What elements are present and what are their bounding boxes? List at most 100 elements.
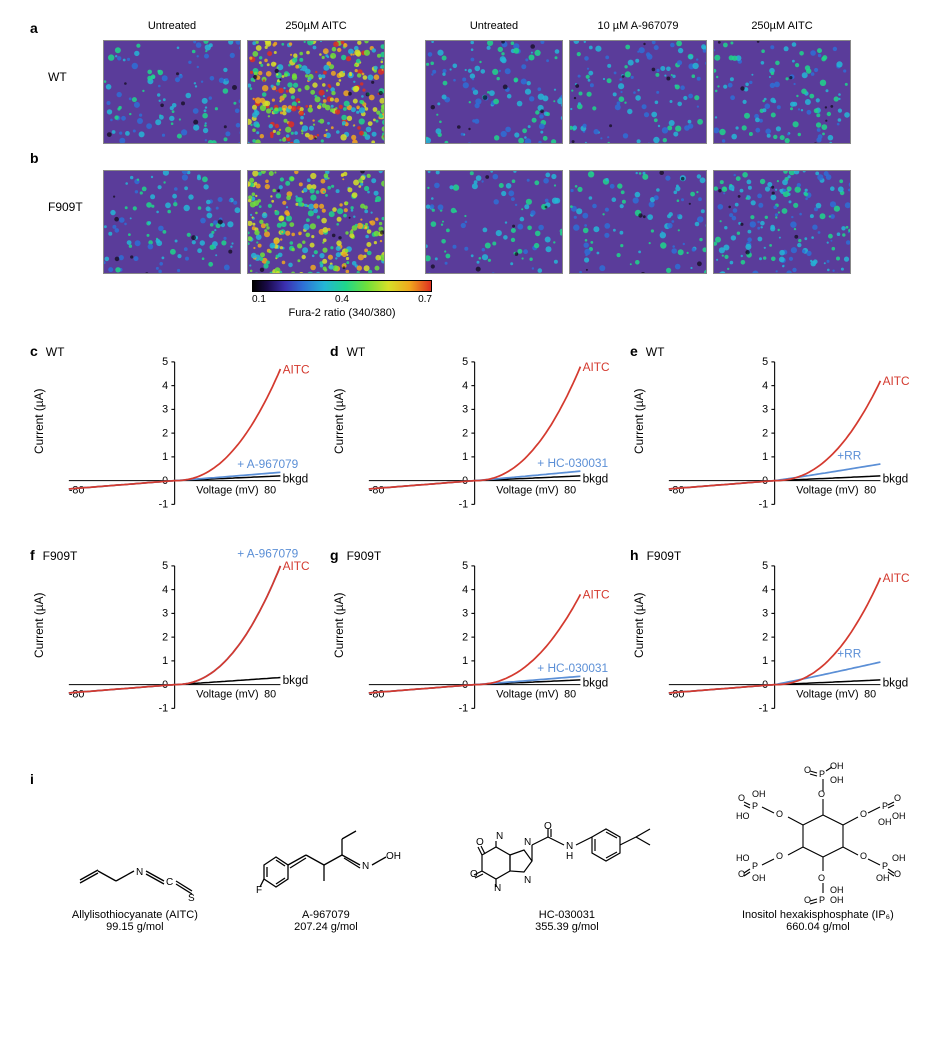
- svg-text:S: S: [188, 893, 195, 904]
- iv-plot-h: -1012345 -80 80 Voltage (mV) Current (µA…: [630, 565, 902, 733]
- structure-ip6: O P O OH OH O P O OH OH O P O OH OH: [718, 755, 918, 905]
- chem-mw-ip6: 660.04 g/mol: [786, 921, 850, 933]
- iv-panel-e: e WT -1012345 -80 80 Voltage (mV) Curren…: [630, 343, 902, 529]
- svg-text:4: 4: [462, 584, 468, 596]
- heatmap-b-4: [569, 170, 707, 274]
- panel-letter-f: f: [30, 547, 35, 563]
- svg-text:Voltage (mV): Voltage (mV): [796, 689, 858, 701]
- chem-hc030031: O N O N N N O N H: [452, 795, 682, 933]
- iv-plot-f: -1012345 -80 80 Voltage (mV) Current (µA…: [30, 565, 302, 733]
- svg-text:1: 1: [462, 451, 468, 463]
- svg-text:-80: -80: [69, 485, 85, 497]
- svg-text:1: 1: [762, 451, 768, 463]
- row-label-f909t: F909T: [48, 150, 103, 214]
- imaging-row-b: b F909T: [30, 150, 914, 274]
- svg-text:3: 3: [162, 404, 168, 416]
- svg-text:Voltage (mV): Voltage (mV): [196, 485, 258, 497]
- svg-text:AITC: AITC: [283, 362, 310, 376]
- chem-name-aitc: Allylisothiocyanate (AITC): [72, 909, 198, 921]
- figure: a WT Untreated 250µM AITC Untreated 1: [30, 20, 914, 933]
- svg-text:OH: OH: [830, 895, 844, 905]
- iv-plot-d: -1012345 -80 80 Voltage (mV) Current (µA…: [330, 361, 602, 529]
- svg-text:3: 3: [462, 608, 468, 620]
- svg-text:Current (µA): Current (µA): [332, 388, 346, 454]
- svg-text:4: 4: [162, 584, 168, 596]
- svg-text:-1: -1: [159, 703, 169, 715]
- colorbar-ticks: 0.1 0.4 0.7: [252, 294, 432, 305]
- svg-text:O: O: [776, 809, 783, 819]
- heatmap-a-5: [713, 40, 851, 144]
- image-group-b-left: [103, 150, 385, 274]
- svg-text:O: O: [776, 851, 783, 861]
- svg-text:2: 2: [162, 427, 168, 439]
- svg-text:bkgd: bkgd: [583, 675, 609, 689]
- svg-text:-80: -80: [669, 689, 685, 701]
- colorbar-label: Fura-2 ratio (340/380): [289, 307, 396, 319]
- svg-text:AITC: AITC: [883, 571, 910, 585]
- colorbar-max: 0.7: [418, 294, 432, 305]
- panel-letter-e: e: [630, 343, 638, 359]
- svg-text:-1: -1: [759, 703, 769, 715]
- svg-text:Current (µA): Current (µA): [632, 388, 646, 454]
- svg-text:1: 1: [762, 655, 768, 667]
- svg-text:3: 3: [762, 608, 768, 620]
- iv-row-2: f F909T -1012345 -80 80 Voltage (mV) Cur…: [30, 547, 914, 733]
- svg-text:-1: -1: [759, 499, 769, 511]
- iv-panel-f: f F909T -1012345 -80 80 Voltage (mV) Cur…: [30, 547, 302, 733]
- svg-text:Current (µA): Current (µA): [32, 592, 46, 658]
- svg-text:OH: OH: [876, 873, 890, 883]
- header-untreated-2: Untreated: [470, 20, 518, 38]
- iv-plot-g: -1012345 -80 80 Voltage (mV) Current (µA…: [330, 565, 602, 733]
- svg-text:O: O: [476, 837, 484, 848]
- svg-text:HO: HO: [736, 811, 750, 821]
- svg-text:AITC: AITC: [283, 559, 310, 573]
- heatmap-a-4: [569, 40, 707, 144]
- svg-text:AITC: AITC: [583, 588, 610, 602]
- chem-ip6: O P O OH OH O P O OH OH O P O OH OH: [718, 755, 918, 933]
- colorbar-mid: 0.4: [335, 294, 349, 305]
- svg-text:O: O: [738, 869, 745, 879]
- panel-letter-c: c: [30, 343, 38, 359]
- heatmap-a-1: [103, 40, 241, 144]
- svg-text:+ HC-030031: + HC-030031: [537, 661, 608, 675]
- svg-text:N: N: [136, 867, 143, 878]
- panel-letter-g: g: [330, 547, 339, 563]
- imaging-row-a: a WT Untreated 250µM AITC Untreated 1: [30, 20, 914, 144]
- iv-panel-h: h F909T -1012345 -80 80 Voltage (mV) Cur…: [630, 547, 902, 733]
- iv-title-d: WT: [347, 345, 366, 359]
- heatmap-b-5: [713, 170, 851, 274]
- svg-text:-80: -80: [369, 485, 385, 497]
- chem-mw-aitc: 99.15 g/mol: [106, 921, 163, 933]
- svg-text:HO: HO: [736, 853, 750, 863]
- svg-text:5: 5: [762, 560, 768, 572]
- svg-text:N: N: [524, 837, 531, 848]
- svg-text:-80: -80: [669, 485, 685, 497]
- iv-title-f: F909T: [43, 549, 78, 563]
- svg-text:4: 4: [762, 380, 768, 392]
- svg-text:AITC: AITC: [883, 374, 910, 388]
- header-untreated: Untreated: [148, 20, 196, 38]
- iv-title-e: WT: [646, 345, 665, 359]
- svg-text:N: N: [496, 831, 503, 842]
- structure-a967079: F N OH: [236, 815, 416, 905]
- svg-text:80: 80: [864, 485, 876, 497]
- svg-text:C: C: [166, 877, 173, 888]
- svg-text:80: 80: [264, 485, 276, 497]
- iv-row-1: c WT -1012345 -80 80 Voltage (mV) Curren…: [30, 343, 914, 529]
- heatmap-b-2: [247, 170, 385, 274]
- svg-text:-1: -1: [159, 499, 169, 511]
- svg-text:bkgd: bkgd: [583, 471, 609, 485]
- svg-text:Voltage (mV): Voltage (mV): [196, 689, 258, 701]
- svg-text:O: O: [804, 765, 811, 775]
- svg-text:bkgd: bkgd: [283, 471, 309, 485]
- svg-text:-80: -80: [69, 689, 85, 701]
- svg-text:OH: OH: [386, 851, 401, 862]
- chem-section: i N C S Allylisothiocyanate (AITC) 99.15…: [30, 755, 914, 933]
- svg-text:5: 5: [762, 356, 768, 368]
- iv-title-h: F909T: [647, 549, 682, 563]
- iv-panel-c: c WT -1012345 -80 80 Voltage (mV) Curren…: [30, 343, 302, 529]
- iv-plot-e: -1012345 -80 80 Voltage (mV) Current (µA…: [630, 361, 902, 529]
- svg-text:4: 4: [762, 584, 768, 596]
- svg-text:2: 2: [462, 631, 468, 643]
- svg-text:2: 2: [162, 631, 168, 643]
